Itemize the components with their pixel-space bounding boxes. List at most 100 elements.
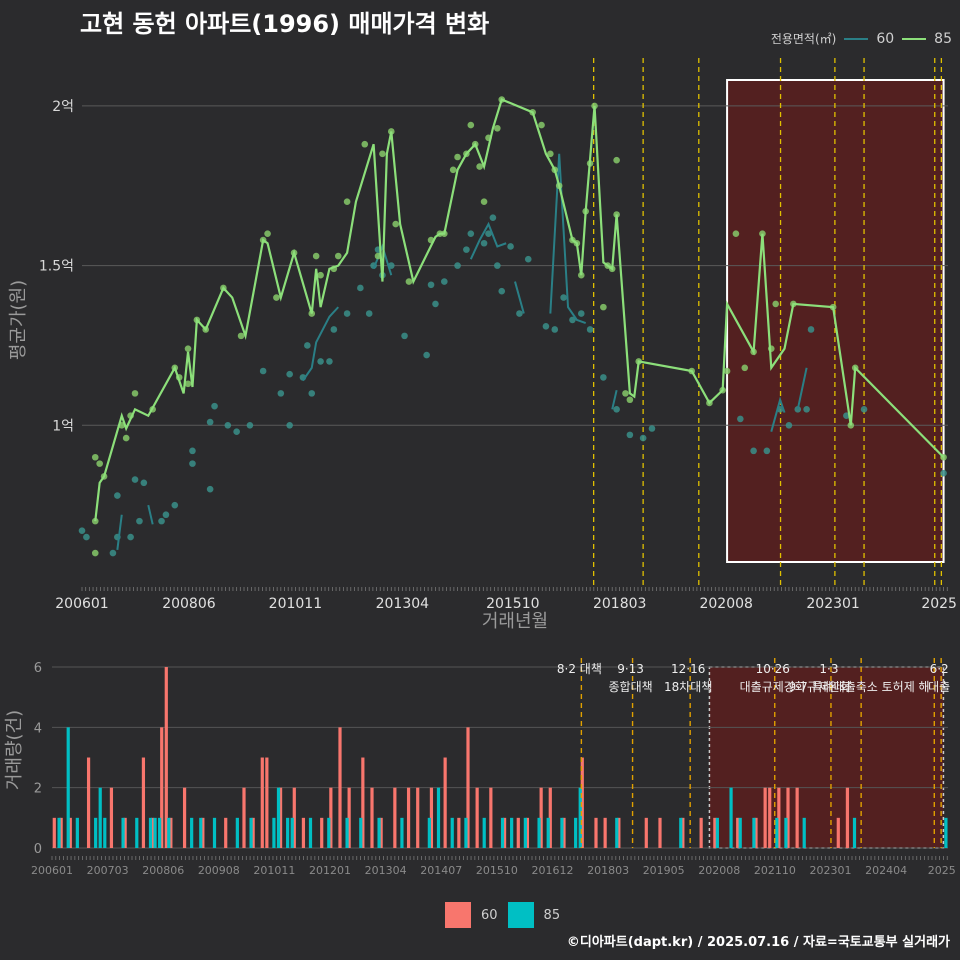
point-85	[392, 220, 400, 228]
point-60	[317, 358, 324, 365]
bar-60	[644, 817, 648, 848]
point-60	[454, 262, 461, 269]
bar-85	[715, 817, 719, 848]
bar-85	[574, 817, 578, 848]
point-60	[189, 460, 196, 467]
x-tick-label: 201304	[365, 864, 407, 877]
bar-85	[345, 817, 349, 848]
point-60	[365, 310, 373, 317]
bar-85	[94, 817, 98, 848]
bar-60	[768, 787, 772, 848]
policy-label: 대출	[928, 680, 950, 694]
policy-label: 18차대책	[664, 679, 712, 694]
point-60	[189, 447, 196, 455]
point-85	[317, 271, 324, 279]
bar-85	[510, 817, 514, 848]
legend-box-85	[507, 902, 534, 928]
bar-85	[852, 817, 857, 848]
bar-85	[784, 817, 788, 848]
point-60	[308, 390, 316, 397]
point-85	[91, 453, 99, 461]
point-60	[940, 469, 947, 477]
point-85	[264, 230, 271, 237]
x-tick-label: 201407	[420, 864, 462, 877]
bar-60	[406, 787, 411, 848]
bar-85	[738, 817, 742, 848]
point-85	[237, 332, 245, 340]
y-axis-title: 거래량(건)	[4, 710, 25, 790]
line-60	[796, 367, 808, 410]
point-60	[206, 418, 214, 426]
point-85	[732, 230, 740, 237]
point-60	[524, 255, 532, 263]
point-60	[441, 278, 448, 285]
point-60	[140, 479, 148, 487]
bar-60	[224, 817, 228, 848]
point-85	[449, 166, 457, 174]
bar-85	[546, 817, 550, 848]
bar-85	[158, 817, 162, 848]
point-60	[109, 549, 117, 557]
point-85	[91, 517, 99, 525]
bar-60	[795, 787, 799, 848]
bar-85	[199, 817, 203, 848]
point-85	[723, 367, 731, 375]
legend-swatch-85	[902, 37, 927, 40]
x-tick-label: 200601	[31, 864, 73, 877]
bar-85	[66, 727, 70, 848]
point-85	[273, 294, 280, 301]
point-60	[639, 434, 647, 442]
bar-60	[525, 817, 530, 848]
x-tick-label: 2025	[921, 596, 957, 612]
y-tick-label: 2	[34, 782, 42, 797]
legend-label-85: 85	[934, 30, 952, 47]
policy-label: 9·7 특례대출축소 토허제 해	[789, 680, 930, 694]
point-85	[405, 278, 413, 285]
point-85	[122, 434, 130, 442]
credit-text: ©디아파트(dapt.kr) / 2025.07.16 / 자료=국토교통부 실…	[566, 935, 950, 950]
bar-60	[169, 817, 173, 848]
bar-60	[443, 757, 447, 848]
point-85	[184, 380, 192, 388]
bar-85	[802, 817, 806, 848]
bar-60	[429, 787, 434, 848]
bar-60	[681, 817, 685, 848]
bar-85	[377, 817, 381, 848]
point-60	[83, 533, 90, 541]
bar-85	[276, 787, 281, 848]
policy-label: 규제완화	[807, 680, 851, 694]
bar-60	[617, 817, 621, 848]
point-60	[286, 422, 293, 429]
bar-60	[475, 787, 479, 848]
bar-60	[201, 817, 205, 848]
line-60	[514, 281, 525, 314]
y-tick-label: 4	[34, 721, 42, 736]
bar-85	[153, 817, 157, 848]
bar-85	[235, 817, 239, 848]
bar-60	[786, 787, 790, 848]
bar-85	[135, 817, 139, 848]
bar-60	[594, 817, 598, 848]
bar-60	[109, 787, 114, 848]
bar-85	[308, 817, 313, 848]
bar-85	[615, 817, 619, 848]
point-60	[542, 322, 550, 330]
bar-60	[489, 787, 493, 848]
point-60	[750, 447, 757, 455]
legend-box-60	[445, 902, 471, 928]
bar-60	[320, 817, 324, 848]
point-85	[454, 153, 461, 161]
legend-bottom-label-60: 60	[481, 907, 498, 923]
highlight-box	[708, 666, 945, 849]
y-tick-label: 6	[34, 661, 42, 676]
bar-85	[436, 787, 441, 848]
point-85	[494, 124, 501, 132]
x-tick-label: 202301	[806, 596, 859, 612]
point-60	[304, 342, 311, 349]
point-85	[480, 198, 488, 206]
bottom-legend: 60 85	[445, 902, 560, 928]
bar-60	[393, 787, 397, 848]
bar-60	[713, 817, 717, 848]
bar-85	[190, 817, 194, 848]
x-tick-label: 201803	[593, 596, 646, 612]
